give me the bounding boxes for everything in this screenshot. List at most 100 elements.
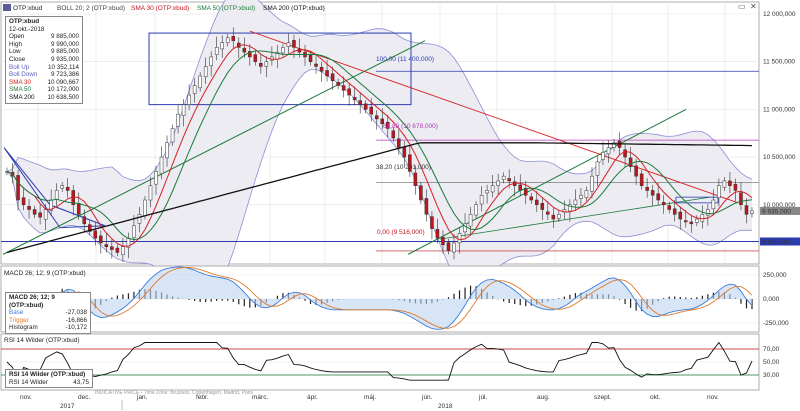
- candle-body: [352, 97, 357, 101]
- candle-body: [468, 214, 473, 227]
- candle-body: [380, 118, 385, 124]
- price-tick-label: 10 000,000: [763, 202, 796, 209]
- candle-body: [546, 211, 550, 215]
- ohlc-date: 12-okt.-2018: [9, 25, 45, 33]
- macd-box-title: MACD 26; 12; 9 (OTP:xbud): [9, 294, 55, 309]
- info-value: 9 935,000: [50, 55, 79, 63]
- candle-body: [154, 171, 158, 185]
- legend-boll[interactable]: BOLL 20; 2 (OTP:xbud): [57, 5, 125, 12]
- candle-body: [231, 36, 236, 41]
- candle-body: [137, 214, 142, 224]
- candle-body: [639, 173, 644, 186]
- candle-body: [21, 197, 26, 206]
- candle-body: [99, 235, 103, 244]
- candle-body: [286, 42, 291, 47]
- candle-body: [452, 242, 456, 253]
- top-legend: OTP:xbud BOLL 20; 2 (OTP:xbud) SMA 30 (O…: [3, 4, 325, 12]
- candle-body: [242, 47, 247, 53]
- info-row: Low 9 885,000: [9, 48, 79, 56]
- candle-body: [60, 185, 64, 189]
- info-label: Boll Up: [9, 63, 30, 71]
- rsi-tick-label: 30,00: [763, 372, 780, 379]
- price-tick-label: 12 000,000: [763, 11, 796, 18]
- candle-body: [595, 161, 600, 176]
- candle-body: [435, 229, 440, 239]
- info-label: Base: [9, 309, 24, 317]
- candle-body: [38, 212, 42, 218]
- year-label: 2018: [438, 403, 453, 410]
- legend-sma200[interactable]: SMA 200 (OTP:xbud): [263, 5, 325, 12]
- info-value: 9 990,000: [50, 40, 79, 48]
- candle-body: [82, 216, 87, 225]
- rsi-series: [1, 341, 759, 382]
- info-value: -16,866: [65, 316, 87, 324]
- macd-info-box: MACD 26; 12; 9 (OTP:xbud) Base -27,038 Tri…: [5, 292, 91, 334]
- candle-body: [750, 210, 754, 214]
- candle-body: [281, 47, 285, 54]
- month-label: jún.: [421, 394, 433, 401]
- candle-body: [115, 247, 120, 253]
- candle-body: [148, 185, 153, 201]
- candle-body: [573, 199, 578, 206]
- legend-sma30[interactable]: SMA 30 (OTP:xbud): [131, 5, 189, 12]
- price-tick-label: 10 500,000: [763, 154, 796, 161]
- support-price-tag-bg: [760, 237, 800, 246]
- sma200-line: [6, 142, 753, 254]
- candle-body: [363, 103, 368, 110]
- legend-sma50[interactable]: SMA 50 (OTP:xbud): [197, 5, 255, 12]
- month-label: márc.: [252, 394, 268, 401]
- price-tick-label: 11 500,000: [763, 59, 795, 66]
- collapse-icon[interactable]: ▭: [738, 2, 746, 11]
- info-label: High: [9, 40, 22, 48]
- candle-body: [187, 94, 191, 105]
- candle-body: [121, 246, 125, 256]
- info-row: SMA 30 10 090,667: [9, 79, 79, 87]
- candle-body: [496, 180, 500, 186]
- fib-0-label: 0,00 (9 516,000): [377, 229, 425, 236]
- candle-body: [65, 186, 70, 191]
- candle-body: [176, 113, 180, 127]
- candle-body: [684, 220, 688, 223]
- info-row: Histogram -10,172: [9, 324, 87, 332]
- candle-body: [198, 75, 202, 89]
- candle-body: [424, 198, 429, 215]
- candle-body: [336, 82, 340, 86]
- candle-body: [132, 225, 136, 238]
- legend-symbol[interactable]: OTP:xbud: [13, 5, 43, 12]
- month-label: nov.: [707, 394, 719, 401]
- watermark: INDICATIVE PRICE - Time Zone: Brussels, …: [95, 390, 254, 396]
- candle-body: [292, 40, 296, 48]
- candle-body: [744, 205, 749, 215]
- candle-body: [711, 199, 716, 210]
- candle-body: [579, 194, 583, 199]
- macd-tick-label: 250,000: [763, 272, 787, 279]
- candle-body: [54, 190, 59, 200]
- candle-body: [590, 175, 594, 192]
- candle-body: [490, 185, 495, 193]
- candle-body: [535, 199, 539, 206]
- macd-tick-label: -250,000: [763, 320, 789, 327]
- macd-legend[interactable]: MACD 26; 12; 9 (OTP:xbud): [4, 270, 86, 277]
- info-label: Open: [9, 33, 25, 41]
- month-label: júl.: [478, 394, 488, 401]
- info-row: High 9 990,000: [9, 41, 79, 49]
- info-label: RSI 14 Wilder: [9, 378, 48, 386]
- candlestick-series: [5, 27, 754, 262]
- info-row: SMA 200 10 638,500: [9, 94, 79, 102]
- candle-body: [220, 42, 224, 50]
- candle-body: [733, 183, 738, 191]
- symbol-icon: [3, 4, 11, 11]
- candle-body: [159, 156, 164, 174]
- candle-body: [584, 190, 589, 198]
- sma30-line: [6, 44, 753, 247]
- candle-body: [430, 216, 434, 229]
- close-icon[interactable]: ✕: [750, 2, 757, 11]
- candle-body: [661, 202, 666, 206]
- candle-body: [700, 214, 705, 222]
- ohlc-info-box: OTP:xbud 12-okt.-2018 Open 9 885,000 High 9…: [5, 16, 83, 104]
- candle-body: [501, 175, 506, 180]
- rsi-line: [6, 341, 753, 382]
- candle-body: [203, 66, 208, 78]
- rsi-legend[interactable]: RSI 14 Wilder (OTP:xbud): [4, 337, 80, 344]
- last-price-tag: 9 935,000: [762, 208, 791, 215]
